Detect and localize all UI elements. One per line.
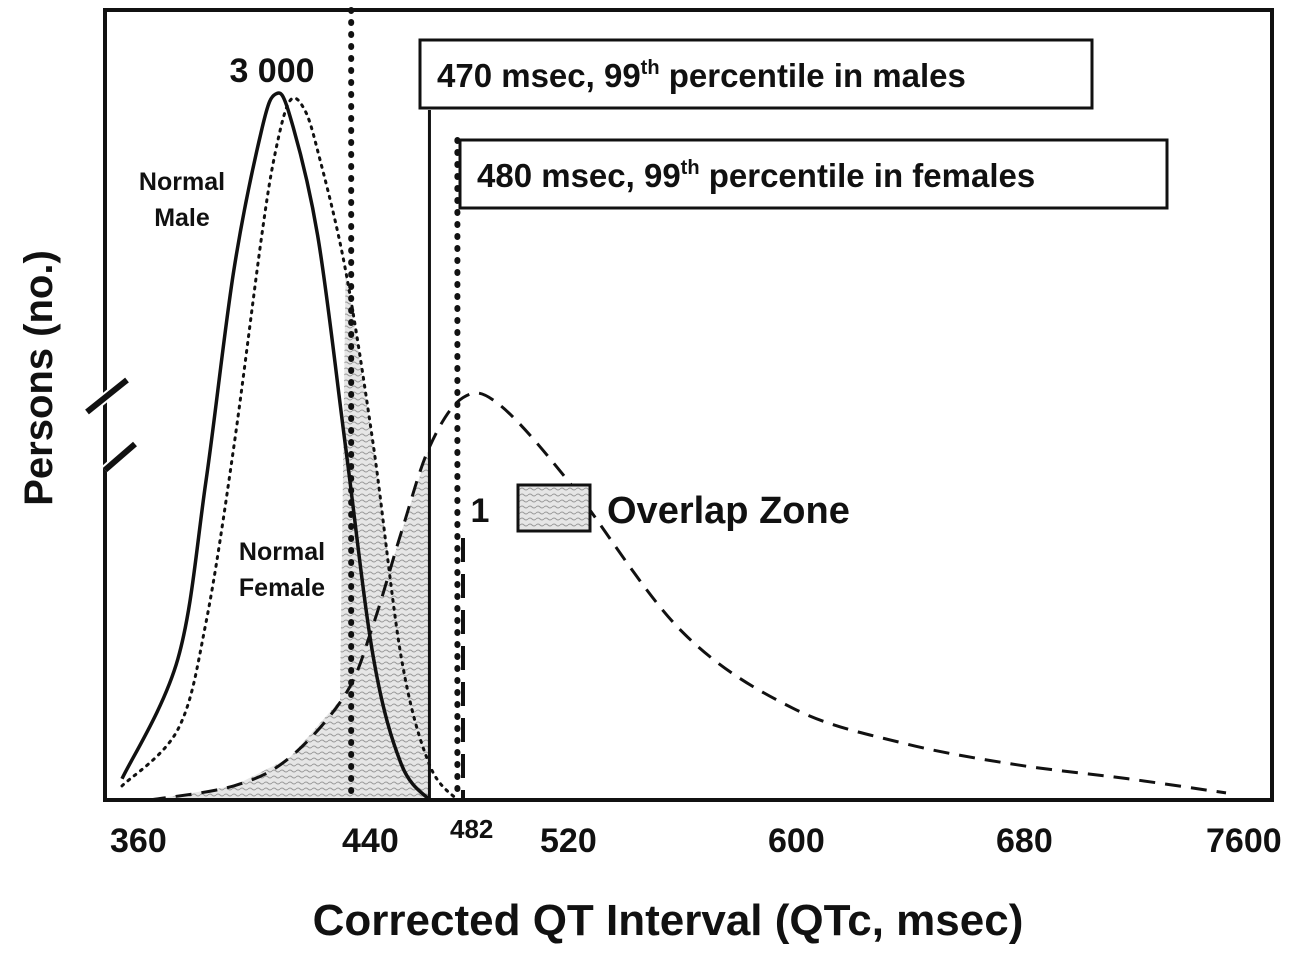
legend-swatch-overlap-zone xyxy=(516,483,592,533)
normal-female-label-line1: Normal xyxy=(239,538,325,566)
x-tick-label: 360 xyxy=(110,822,167,860)
svg-text:470 msec, 99th percentile in m: 470 msec, 99th percentile in males xyxy=(437,57,966,94)
annotation-females-sup: th xyxy=(681,157,700,179)
normal-female-curve xyxy=(120,96,459,802)
y-axis-title: Persons (no.) xyxy=(17,250,61,506)
axis-break-mark xyxy=(103,441,137,473)
x-tick-label: 520 xyxy=(540,822,597,860)
svg-text:480 msec, 99th percentile in f: 480 msec, 99th percentile in females xyxy=(477,157,1035,194)
peak-label-long-qt: 1 xyxy=(471,492,490,530)
annotation-box-males: 470 msec, 99th percentile in males xyxy=(418,38,1094,110)
normal-female-label-line2: Female xyxy=(239,574,325,602)
plot-frame xyxy=(103,8,1274,802)
x-axis-title: Corrected QT Interval (QTc, msec) xyxy=(313,896,1024,945)
annotation-males-main: 470 msec, 99 xyxy=(437,57,641,94)
annotation-females-main: 480 msec, 99 xyxy=(477,157,681,194)
annotation-box-females: 480 msec, 99th percentile in females xyxy=(458,138,1169,210)
x-tick-label: 482 xyxy=(450,814,493,844)
axis-break-mark xyxy=(85,377,129,415)
x-tick-label: 440 xyxy=(342,822,399,860)
x-tick-label: 680 xyxy=(996,822,1053,860)
annotation-males-sup: th xyxy=(641,57,660,79)
legend: Overlap Zone xyxy=(516,483,850,533)
annotation-males-rest: percentile in males xyxy=(660,57,966,94)
peak-label-normal: 3 000 xyxy=(229,52,314,90)
long-qt-curve xyxy=(149,391,1227,802)
annotation-females-rest: percentile in females xyxy=(700,157,1036,194)
x-tick-label: 7600 xyxy=(1206,822,1282,860)
normal-male-label-line1: Normal xyxy=(139,168,225,196)
normal-male-curve xyxy=(120,91,431,802)
x-tick-label: 600 xyxy=(768,822,825,860)
legend-label-overlap-zone: Overlap Zone xyxy=(607,490,850,532)
normal-male-label-line2: Male xyxy=(154,204,210,232)
